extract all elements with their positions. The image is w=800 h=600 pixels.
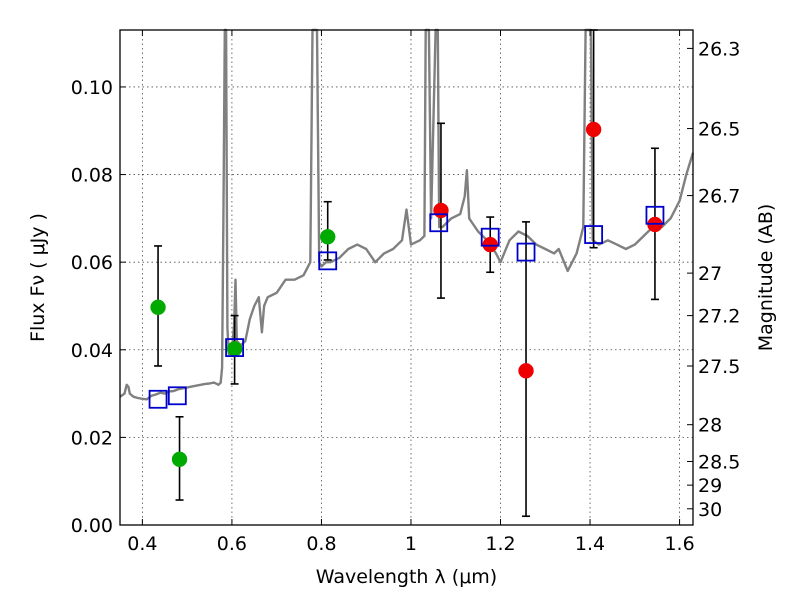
spectrum-line (119, 28, 695, 401)
axis-ticks: 0.4 0.6 0.8 1 1.2 1.4 1.6 0.00 0.02 0.04 0.06 0.08 0… (71, 30, 740, 555)
data-markers (148, 121, 665, 468)
data-point-circle (319, 229, 336, 245)
data-point-circle (226, 341, 243, 357)
x-tick-label: 1.2 (485, 533, 515, 555)
data-point-circle (585, 121, 602, 138)
y-axis-label: Flux Fν ( μJy ) (27, 213, 49, 342)
right-tick-label: 27.5 (698, 356, 740, 378)
model-point-square (480, 227, 500, 247)
x-axis-label: Wavelength λ (μm) (316, 566, 497, 588)
right-tick-label: 26.5 (698, 119, 740, 141)
data-point-circle (482, 236, 498, 253)
model-spectrum-curve (119, 28, 695, 401)
right-tick-label: 27.2 (698, 306, 740, 328)
model-point-square (516, 242, 536, 262)
model-point-square (645, 205, 665, 225)
data-point-circle (433, 202, 449, 219)
x-tick-label: 0.6 (217, 533, 247, 555)
y-tick-label: 0.00 (71, 515, 113, 537)
error-bars (154, 29, 659, 518)
data-point-circle (150, 299, 166, 316)
model-point-square (225, 338, 245, 357)
right-tick-label: 28.5 (698, 451, 740, 473)
right-tick-label: 30 (698, 499, 722, 521)
model-point-square (584, 225, 604, 244)
model-point-square (148, 389, 168, 409)
right-axis-label: Magnitude (AB) (755, 204, 777, 352)
y-tick-label: 0.10 (71, 77, 113, 99)
right-tick-label: 29 (698, 475, 722, 497)
x-tick-label: 0.8 (306, 533, 336, 555)
y-tick-label: 0.06 (71, 252, 113, 274)
x-tick-label: 1.4 (575, 533, 605, 555)
right-tick-label: 27 (698, 263, 722, 285)
data-point-circle (518, 363, 534, 379)
plot-frame (119, 29, 694, 526)
y-tick-label: 0.04 (71, 340, 113, 362)
y-tick-label: 0.08 (71, 165, 113, 187)
y-tick-label: 0.02 (71, 427, 113, 449)
right-tick-label: 26.7 (698, 186, 740, 208)
x-tick-label: 1.6 (664, 533, 694, 555)
x-tick-label: 1 (405, 533, 417, 555)
data-point-circle (171, 451, 188, 468)
grid (120, 30, 693, 526)
x-tick-label: 0.4 (127, 533, 157, 555)
model-point-square (318, 251, 338, 271)
right-tick-label: 28 (698, 415, 722, 437)
model-point-square (429, 213, 449, 233)
right-tick-label: 26.3 (698, 38, 740, 60)
model-point-square (167, 386, 187, 406)
